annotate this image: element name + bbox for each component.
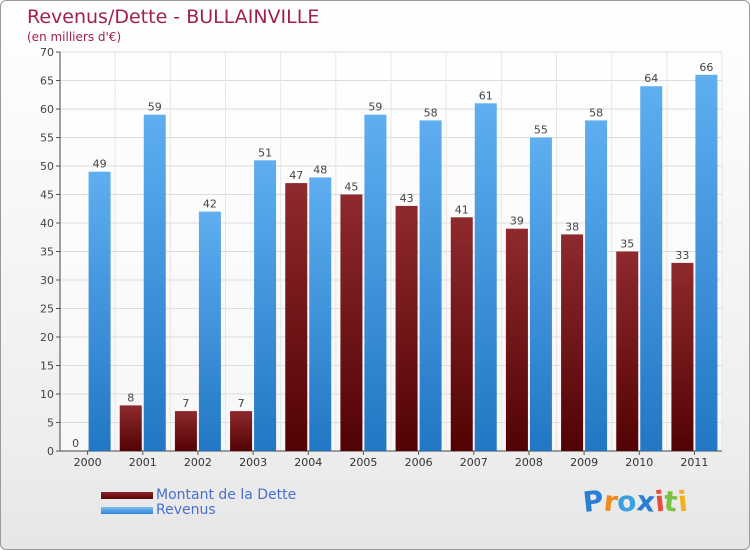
x-tick-label: 2004	[294, 456, 322, 469]
x-tick-label: 2007	[460, 456, 488, 469]
x-tick-label: 2003	[239, 456, 267, 469]
bar-dette	[230, 411, 253, 451]
y-tick-label: 5	[47, 417, 54, 430]
data-label-dette: 39	[510, 215, 524, 228]
data-label-revenus: 59	[148, 101, 162, 114]
data-label-dette: 8	[127, 391, 134, 404]
bar-dette	[671, 262, 694, 451]
y-tick-label: 15	[40, 360, 54, 373]
y-tick-label: 35	[40, 246, 54, 259]
data-label-dette: 33	[675, 249, 689, 262]
x-tick-label: 2009	[570, 456, 598, 469]
data-label-dette: 7	[238, 397, 245, 410]
x-tick-label: 2011	[680, 456, 708, 469]
bar-revenus	[88, 171, 111, 451]
x-tick-label: 2005	[349, 456, 377, 469]
data-label-revenus: 42	[203, 198, 217, 211]
y-tick-label: 50	[40, 160, 54, 173]
y-tick-label: 25	[40, 303, 54, 316]
bar-revenus	[640, 86, 663, 451]
bar-revenus	[585, 120, 608, 452]
y-tick-label: 65	[40, 75, 54, 88]
x-tick-label: 2002	[184, 456, 212, 469]
data-label-revenus: 59	[368, 101, 382, 114]
bar-dette	[119, 405, 142, 451]
data-label-revenus: 58	[424, 106, 438, 119]
data-label-dette: 0	[72, 437, 79, 450]
y-tick-label: 60	[40, 103, 54, 116]
chart-title: Revenus/Dette - BULLAINVILLE	[27, 6, 320, 28]
bar-dette	[285, 183, 308, 451]
data-label-dette: 7	[182, 397, 189, 410]
data-label-revenus: 55	[534, 124, 548, 137]
bar-dette	[395, 205, 418, 451]
chart-subtitle: (en milliers d'€)	[27, 30, 122, 44]
bar-dette	[505, 228, 528, 451]
data-label-dette: 41	[455, 203, 469, 216]
data-label-dette: 35	[620, 238, 634, 251]
bar-revenus	[364, 114, 387, 451]
bar-revenus	[254, 160, 277, 452]
y-tick-label: 45	[40, 189, 54, 202]
bar-dette	[340, 194, 363, 451]
data-label-revenus: 58	[589, 106, 603, 119]
data-label-dette: 38	[565, 220, 579, 233]
y-tick-label: 70	[40, 46, 54, 59]
bar-revenus	[474, 103, 497, 452]
proxiti-logo: Proxiti	[581, 484, 689, 519]
x-tick-label: 2001	[129, 456, 157, 469]
legend-label-revenus: Revenus	[156, 502, 216, 518]
data-label-revenus: 51	[258, 146, 272, 159]
data-label-dette: 43	[400, 192, 414, 205]
logo-letter: i	[675, 484, 689, 519]
y-tick-label: 20	[40, 331, 54, 344]
bar-dette	[561, 234, 584, 451]
x-tick-label: 2008	[515, 456, 543, 469]
bar-dette	[174, 411, 197, 451]
data-label-dette: 45	[344, 181, 358, 194]
y-tick-label: 10	[40, 388, 54, 401]
data-label-dette: 47	[289, 169, 303, 182]
data-label-revenus: 49	[93, 158, 107, 171]
y-tick-label: 40	[40, 217, 54, 230]
x-tick-label: 2000	[74, 456, 102, 469]
data-label-revenus: 64	[644, 72, 658, 85]
data-label-revenus: 61	[479, 89, 493, 102]
bar-dette	[450, 217, 473, 451]
legend-label-dette: Montant de la Dette	[156, 487, 297, 503]
bar-revenus	[695, 74, 718, 452]
bar-revenus	[309, 177, 332, 451]
x-tick-label: 2006	[405, 456, 433, 469]
legend-swatch-revenus	[101, 507, 153, 514]
y-tick-label: 0	[47, 445, 54, 458]
bar-revenus	[529, 137, 552, 451]
bar-revenus	[419, 120, 442, 452]
x-tick-label: 2010	[625, 456, 653, 469]
legend-swatch-dette	[101, 492, 153, 499]
bar-revenus	[198, 211, 221, 451]
y-tick-label: 30	[40, 274, 54, 287]
data-label-revenus: 48	[313, 163, 327, 176]
y-tick-label: 55	[40, 132, 54, 145]
bar-dette	[616, 251, 639, 451]
data-label-revenus: 66	[699, 61, 713, 74]
bar-revenus	[143, 114, 166, 451]
